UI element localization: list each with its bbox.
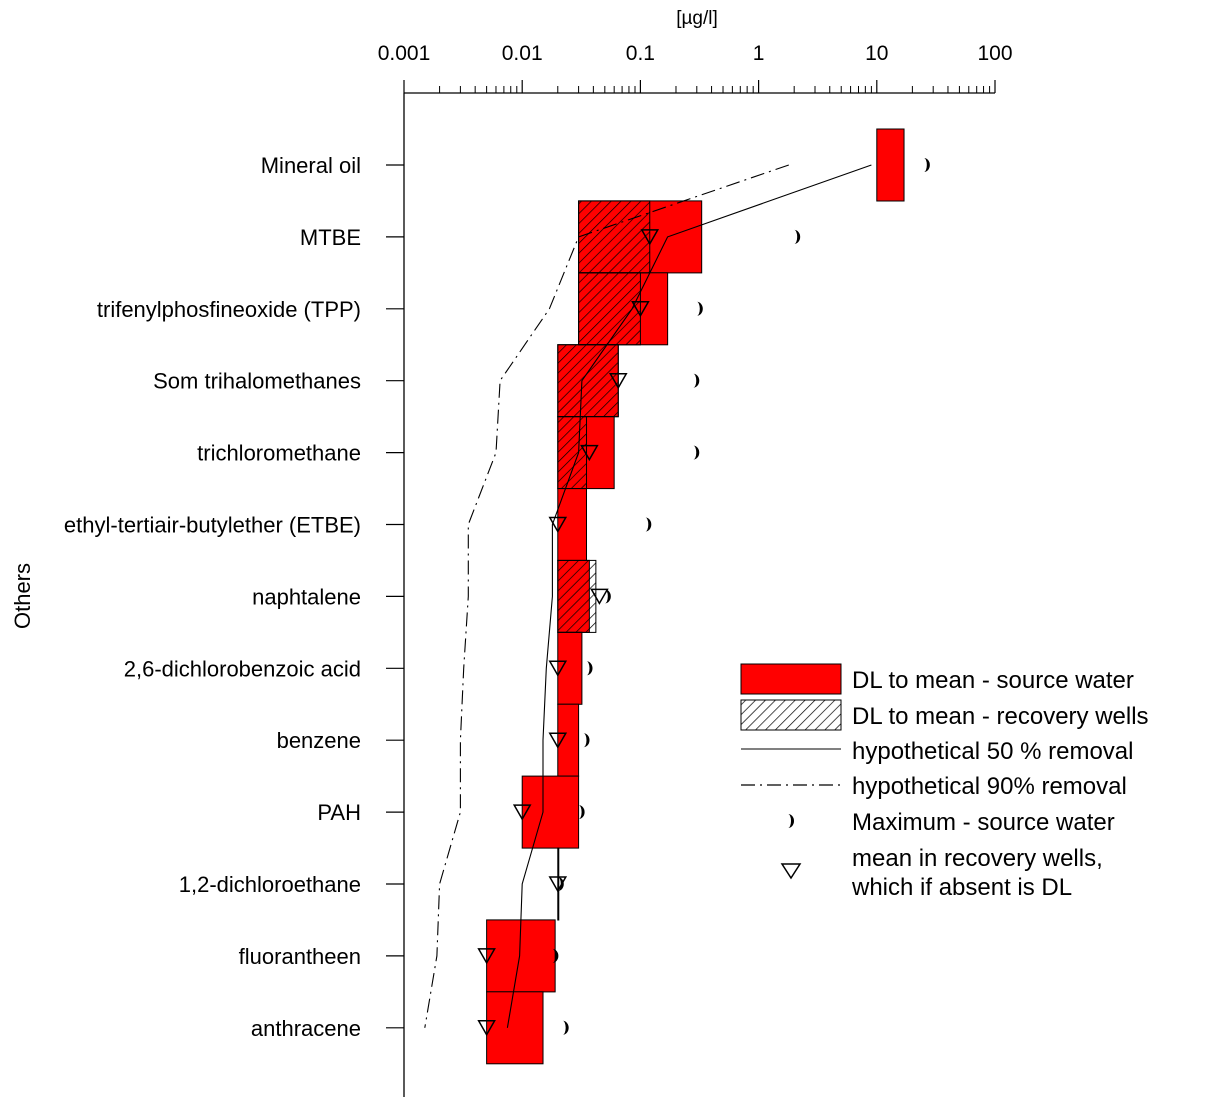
removal-lines [424,164,872,1028]
marker-maximum [562,1020,569,1035]
bar-recovery-wells [557,344,619,418]
bar-source-water [486,919,556,993]
legend-swatch-source-water [740,663,842,695]
marker-recovery-mean [590,588,609,605]
bar-recovery-wells [557,559,597,633]
category-label: Som trihalomethanes [153,369,361,394]
marker-recovery-mean [548,516,568,534]
marker-recovery-mean [548,660,568,677]
line-50-removal [506,164,872,1028]
bar-source-water [486,991,544,1065]
markers [477,158,930,1037]
marker-maximum [693,445,700,460]
category-label: anthracene [251,1016,361,1041]
category-label: PAH [317,800,361,825]
marker-recovery-mean [477,948,496,965]
legend-label-recovery-wells: DL to mean - recovery wells [852,703,1149,730]
marker-maximum [645,517,652,532]
category-label: MTBE [300,225,361,250]
bar-recovery-wells [578,272,641,346]
category-label: Mineral oil [261,153,361,178]
marker-maximum [794,229,801,244]
legend-label-source-water: DL to mean - source water [852,667,1134,694]
legend-swatch-recovery-wells [740,699,842,731]
bar-source-water [521,775,580,849]
bar-source-water [876,128,905,202]
legend-label-recovery-mean-1: mean in recovery wells, [852,845,1103,872]
marker-recovery-mean [608,372,628,390]
axes [403,92,995,1097]
category-label: 1,2-dichloroethane [179,872,361,897]
category-labels: Mineral oil MTBE trifenylphosfineoxide (TP… [64,153,404,1041]
x-tick-label: 0.01 [502,42,543,65]
marker-recovery-mean [512,804,532,821]
bar-source-water [557,703,580,777]
legend-label-50-removal: hypothetical 50 % removal [852,738,1133,765]
marker-recovery-mean [548,732,568,749]
x-tick-label: 10 [865,42,888,65]
category-label: naphtalene [252,584,361,609]
marker-recovery-mean [640,229,660,246]
legend: DL to mean - source water DL to mean - r… [740,663,1149,901]
marker-recovery-mean [580,444,599,462]
line-90-removal [424,164,789,1028]
bar-source-water [557,847,560,921]
marker-maximum [586,661,593,676]
category-label: fluorantheen [239,944,361,969]
marker-recovery-mean [477,1020,496,1037]
marker-maximum [604,589,611,604]
marker-maximum [696,301,703,316]
legend-label-maximum: Maximum - source water [852,809,1115,836]
marker-maximum [693,373,700,388]
legend-marker-recovery-mean [780,863,802,880]
x-tick-label: 100 [977,42,1012,65]
legend-marker-maximum [788,814,794,828]
category-label: ethyl-tertiair-butylether (ETBE) [64,513,361,538]
category-label: benzene [277,728,361,753]
marker-maximum [557,877,564,891]
marker-recovery-mean [631,301,650,318]
x-axis-ticks: 0.001 0.01 0.1 1 10 100 [378,42,1013,93]
x-tick-label: 0.001 [378,42,431,65]
legend-label-90-removal: hypothetical 90% removal [852,773,1127,800]
bars [486,128,905,1065]
unit-label: [µg/l] [676,8,718,29]
category-label: 2,6-dichlorobenzoic acid [124,656,361,681]
category-label: trifenylphosfineoxide (TPP) [97,297,361,322]
marker-maximum [583,733,590,748]
marker-maximum [552,948,559,963]
legend-label-recovery-mean-2: which if absent is DL [851,874,1072,901]
bar-recovery-wells [557,416,588,490]
marker-maximum [923,158,930,172]
marker-recovery-mean [548,876,568,893]
category-label: trichloromethane [197,441,361,466]
bar-recovery-wells [578,200,651,274]
x-tick-label: 0.1 [626,42,655,65]
marker-maximum [578,805,585,820]
y-axis-title: Others [10,563,35,629]
x-tick-label: 1 [753,42,765,65]
